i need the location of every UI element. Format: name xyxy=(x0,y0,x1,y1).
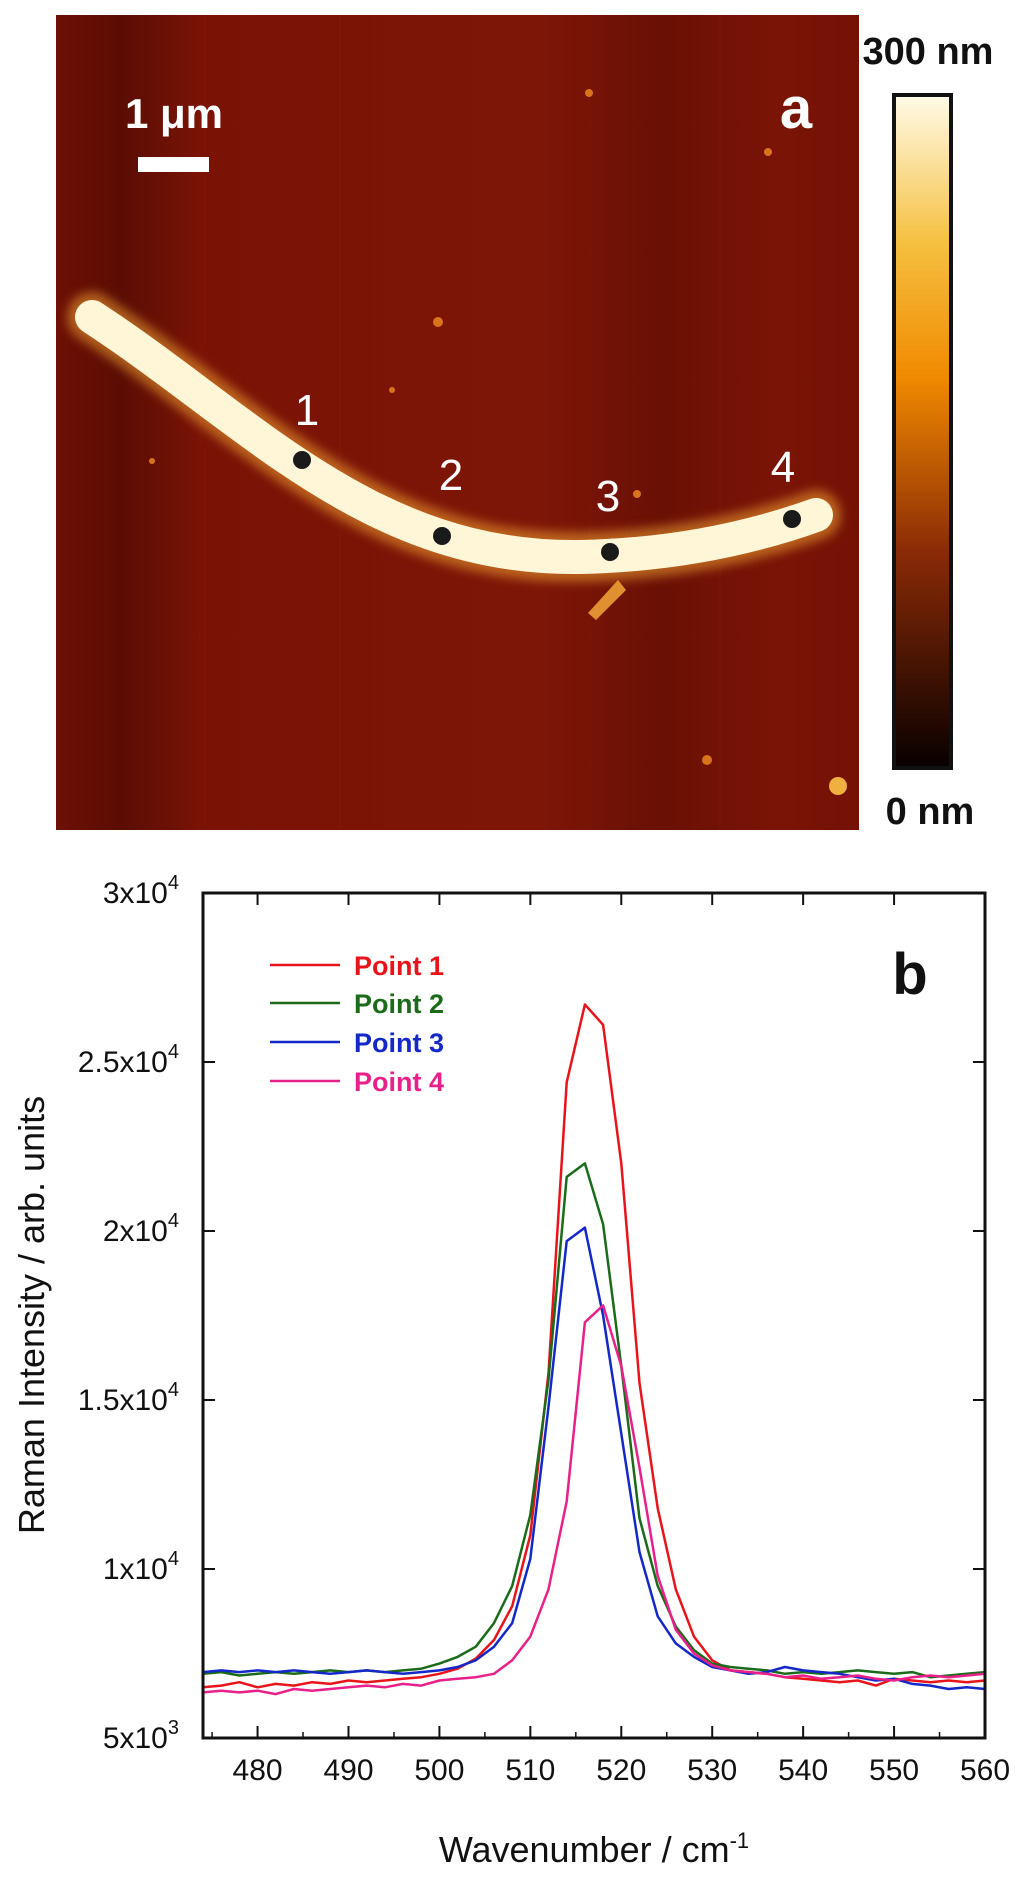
x-tick-label-560: 560 xyxy=(960,1754,1010,1787)
legend: Point 1 Point 2 Point 3 Point 4 xyxy=(270,951,444,1097)
y-ticks: 5x103 1x104 1.5x104 2x104 2.5x104 3x104 xyxy=(78,872,985,1755)
point-2-label: 2 xyxy=(439,451,463,500)
y-tick-label-5000: 5x103 xyxy=(103,1717,179,1755)
measurement-points: 1 2 3 4 xyxy=(293,386,801,561)
legend-label-point-4: Point 4 xyxy=(354,1067,444,1097)
series-lines xyxy=(203,1003,985,1696)
colorbar-max-label: 300 nm xyxy=(863,31,994,73)
x-tick-label-510: 510 xyxy=(505,1754,555,1787)
point-4-marker xyxy=(783,510,801,528)
series-line-point-3 xyxy=(203,1226,985,1691)
panel-b-label: b xyxy=(892,942,927,1007)
legend-label-point-1: Point 1 xyxy=(354,951,444,981)
point-3-label: 3 xyxy=(596,472,620,521)
scale-bar-label: 1 μm xyxy=(125,90,223,137)
panel-a-label: a xyxy=(780,76,813,141)
point-4-label: 4 xyxy=(771,443,795,492)
y-tick-label-20000: 2x104 xyxy=(103,1210,179,1248)
x-tick-label-530: 530 xyxy=(687,1754,737,1787)
x-tick-label-490: 490 xyxy=(323,1754,373,1787)
x-ticks: 480 490 500 510 520 530 540 550 560 xyxy=(211,893,1010,1787)
point-1-marker xyxy=(293,451,311,469)
colorbar xyxy=(892,93,953,770)
colorbar-min-label: 0 nm xyxy=(886,791,975,833)
afm-particles xyxy=(149,89,847,795)
x-tick-label-480: 480 xyxy=(233,1754,283,1787)
panel-a: 1 2 3 4 1 μm a 300 nm 0 nm xyxy=(56,15,993,833)
x-tick-label-550: 550 xyxy=(869,1754,919,1787)
y-tick-label-30000: 3x104 xyxy=(103,872,179,910)
point-2-marker xyxy=(433,527,451,545)
panel-b: 480 490 500 510 520 530 540 550 560 5x103 1x104 1.… xyxy=(11,872,1010,1870)
series-line-point-4 xyxy=(203,1304,985,1696)
x-tick-label-540: 540 xyxy=(778,1754,828,1787)
x-axis-title: Wavenumber / cm-1 xyxy=(439,1828,749,1870)
point-3-marker xyxy=(601,543,619,561)
y-tick-label-10000: 1x104 xyxy=(103,1548,179,1586)
plot-frame xyxy=(201,891,987,1740)
afm-image xyxy=(56,15,859,830)
y-tick-label-15000: 1.5x104 xyxy=(78,1379,179,1417)
y-axis-title: Raman Intensity / arb. units xyxy=(11,1096,52,1534)
legend-label-point-3: Point 3 xyxy=(354,1028,444,1058)
legend-label-point-2: Point 2 xyxy=(354,989,444,1019)
series-line-point-1 xyxy=(203,1003,985,1689)
y-tick-label-25000: 2.5x104 xyxy=(78,1041,179,1079)
x-tick-label-520: 520 xyxy=(596,1754,646,1787)
x-tick-label-500: 500 xyxy=(414,1754,464,1787)
scale-bar xyxy=(138,157,209,172)
nanowire xyxy=(75,300,833,575)
series-line-point-2 xyxy=(203,1162,985,1679)
point-1-label: 1 xyxy=(295,386,319,435)
